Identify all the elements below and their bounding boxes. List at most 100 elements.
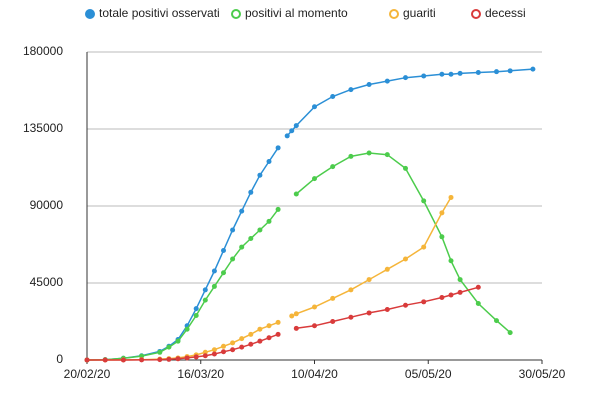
- point: [448, 194, 454, 200]
- point: [221, 270, 226, 276]
- point: [366, 82, 372, 88]
- point: [175, 338, 181, 344]
- y-tick-label: 0: [56, 352, 63, 366]
- point: [202, 297, 208, 303]
- point: [448, 71, 454, 77]
- point: [230, 227, 236, 233]
- point: [202, 353, 208, 359]
- point: [193, 306, 199, 312]
- point: [384, 266, 390, 272]
- point: [330, 319, 336, 324]
- point: [439, 234, 445, 240]
- point: [230, 256, 236, 262]
- point: [448, 292, 454, 298]
- point: [384, 152, 390, 158]
- point: [421, 244, 427, 250]
- point: [266, 218, 272, 224]
- point: [193, 313, 199, 319]
- point: [248, 189, 254, 195]
- point: [239, 336, 245, 342]
- point: [184, 355, 190, 361]
- legend-marker: [471, 9, 481, 19]
- point: [293, 325, 299, 331]
- point: [348, 314, 354, 320]
- legend-label: guariti: [403, 6, 436, 20]
- x-tick-label: 16/03/20: [177, 367, 224, 381]
- point: [457, 277, 463, 283]
- point: [157, 357, 163, 363]
- point: [120, 357, 126, 363]
- point: [289, 313, 295, 319]
- point: [239, 208, 245, 214]
- point: [166, 356, 172, 362]
- point: [507, 68, 513, 74]
- point: [457, 289, 463, 295]
- point: [366, 150, 372, 156]
- point: [221, 343, 226, 349]
- point: [448, 258, 454, 264]
- point: [193, 354, 199, 360]
- point: [530, 66, 536, 72]
- point: [139, 357, 145, 363]
- point: [293, 191, 299, 197]
- point: [84, 357, 90, 363]
- point: [284, 133, 290, 139]
- point: [403, 75, 408, 81]
- point: [439, 210, 445, 216]
- point: [211, 283, 217, 289]
- point: [475, 301, 481, 307]
- legend-marker: [389, 9, 399, 19]
- point: [475, 70, 481, 76]
- point: [494, 69, 499, 75]
- legend-marker: [85, 9, 95, 19]
- point: [366, 277, 372, 283]
- point: [275, 145, 281, 151]
- point: [293, 123, 299, 129]
- y-tick-label: 45000: [30, 275, 64, 289]
- point: [403, 302, 408, 308]
- point: [211, 351, 217, 357]
- point: [330, 295, 336, 301]
- legend-label: positivi al momento: [245, 6, 348, 20]
- point: [221, 247, 226, 253]
- legend-label: decessi: [485, 6, 526, 20]
- point: [257, 326, 263, 332]
- point: [239, 244, 245, 250]
- series-line: [86, 68, 533, 361]
- point: [221, 349, 226, 355]
- point: [421, 198, 427, 204]
- point: [266, 323, 272, 329]
- point: [257, 227, 263, 233]
- point: [475, 284, 481, 290]
- point: [166, 344, 172, 350]
- point: [384, 78, 390, 84]
- point: [184, 326, 190, 332]
- point: [248, 236, 254, 242]
- point: [275, 331, 281, 337]
- point: [202, 349, 208, 355]
- point: [312, 176, 317, 182]
- point: [421, 73, 427, 79]
- point: [293, 311, 299, 317]
- point: [366, 310, 372, 316]
- point: [230, 340, 236, 346]
- point: [348, 287, 354, 293]
- point: [384, 307, 390, 313]
- point: [421, 299, 427, 305]
- point: [439, 295, 445, 301]
- point: [248, 341, 254, 347]
- point: [275, 206, 281, 212]
- point: [266, 335, 272, 341]
- point: [348, 87, 354, 93]
- point: [211, 347, 217, 353]
- x-tick-label: 10/04/20: [291, 367, 338, 381]
- point: [157, 349, 163, 355]
- point: [312, 323, 317, 329]
- series-line: [87, 286, 479, 361]
- point: [175, 356, 181, 362]
- point: [248, 331, 254, 337]
- point: [257, 172, 263, 178]
- point: [202, 287, 208, 293]
